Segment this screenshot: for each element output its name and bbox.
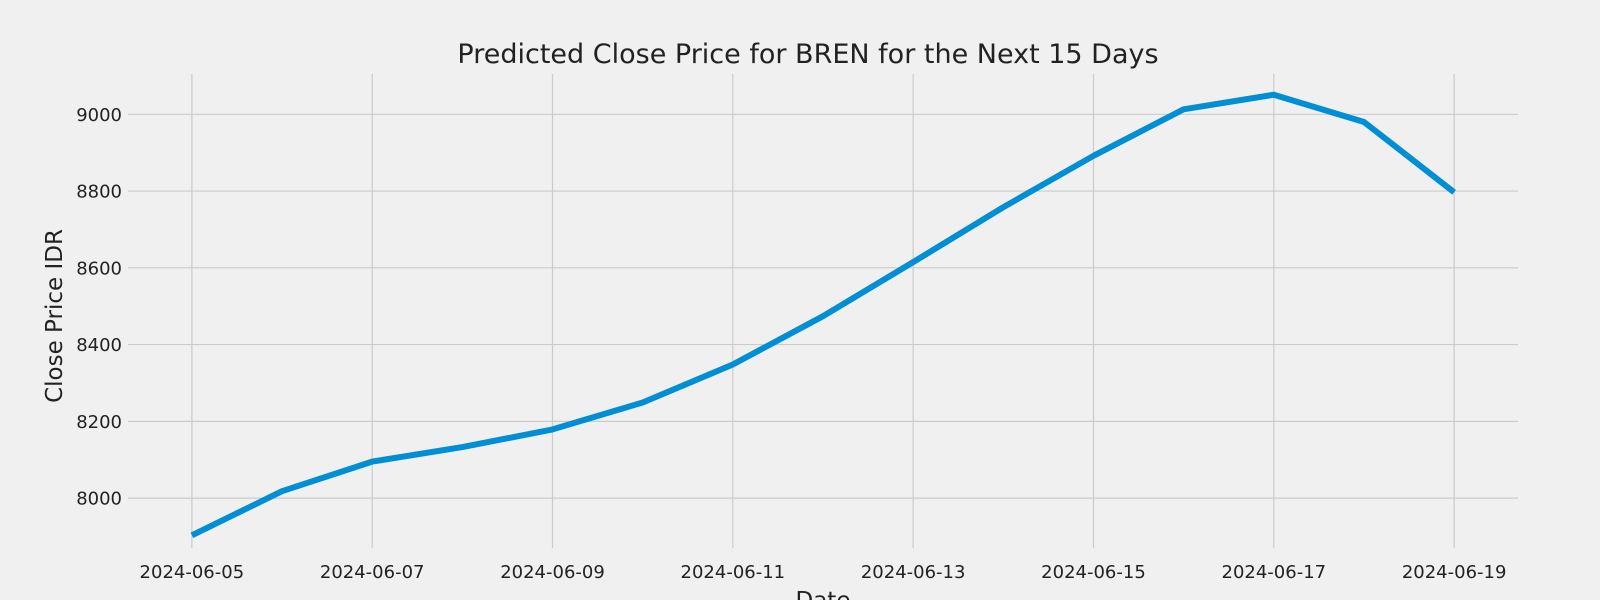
y-tick-label: 9000 bbox=[76, 105, 122, 126]
x-tick-label: 2024-06-07 bbox=[320, 562, 425, 583]
y-tick-label: 8800 bbox=[76, 182, 122, 203]
series-line-1 bbox=[190, 91, 1456, 538]
y-tick-label: 8000 bbox=[76, 489, 122, 510]
x-tick-label: 2024-06-13 bbox=[861, 562, 966, 583]
x-tick-label: 2024-06-19 bbox=[1402, 562, 1507, 583]
y-tick-labels: 8000 8200 8400 8600 8800 9000 bbox=[76, 105, 122, 510]
x-tick-label: 2024-06-17 bbox=[1222, 562, 1327, 583]
x-axis-label: Date bbox=[796, 588, 851, 600]
x-tick-label: 2024-06-15 bbox=[1041, 562, 1146, 583]
x-tick-label: 2024-06-09 bbox=[500, 562, 605, 583]
x-tick-label: 2024-06-11 bbox=[681, 562, 786, 583]
x-gridlines bbox=[191, 74, 1455, 548]
y-gridlines bbox=[128, 113, 1518, 499]
x-tick-label: 2024-06-05 bbox=[140, 562, 245, 583]
y-tick-label: 8200 bbox=[76, 412, 122, 433]
y-tick-label: 8400 bbox=[76, 335, 122, 356]
y-axis-label: Close Price IDR bbox=[42, 229, 68, 403]
y-tick-label: 8600 bbox=[76, 258, 122, 279]
x-tick-labels: 2024-06-05 2024-06-07 2024-06-09 2024-06-11… bbox=[140, 562, 1507, 583]
series-layer bbox=[190, 91, 1456, 538]
chart-title: Predicted Close Price for BREN for the N… bbox=[457, 39, 1158, 70]
